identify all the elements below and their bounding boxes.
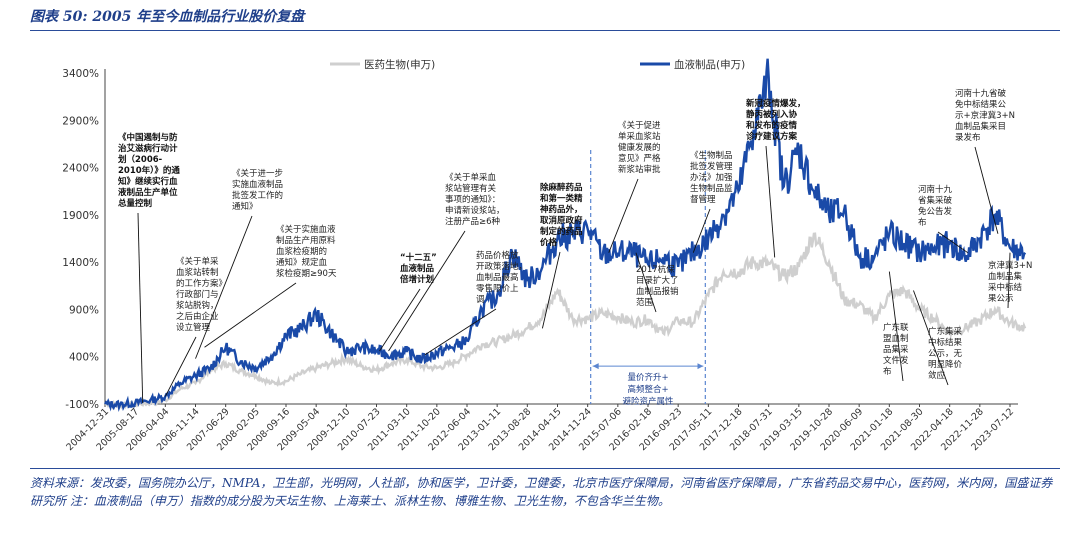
annotation-4: 《关于实施血液制品生产用原料血浆检疫期的通知》规定血浆检疫期≥90天 <box>204 224 337 348</box>
annotation-pointer <box>913 290 949 386</box>
annotation-text: 《中国遏制与防治艾滋病行动计划（2006-2010年）》的通知》继续实行血液制品… <box>118 132 180 209</box>
annotation-text: “十二五”血液制品倍增计划 <box>400 252 437 285</box>
y-tick-label: -100% <box>65 399 99 411</box>
annotation-6: “十二五”血液制品倍增计划 <box>379 252 437 352</box>
annotation-8: 除麻醉药品和第一类精神药品外，取消原政府制定的药品价格 <box>540 182 583 329</box>
annotation-pointer <box>1007 252 1011 309</box>
series-line-blood <box>103 58 1027 413</box>
period-note: 量价齐升+高频整合+避险资产属性 <box>622 372 674 407</box>
annotation-text: 广东集采中标结果公示，无明显降价敛应 <box>928 326 963 381</box>
y-tick-label: 400% <box>69 352 99 364</box>
y-tick-label: 2400% <box>62 163 99 175</box>
annotation-text: 河南十九省集采破免公告发布 <box>918 184 953 228</box>
annotation-text: 除麻醉药品和第一类精神药品外，取消原政府制定的药品价格 <box>540 182 583 248</box>
annotation-7: 药品价格放开政策落地，血制品最高零售限价上调 <box>424 250 527 356</box>
annotation-pointer <box>888 271 904 382</box>
legend-label-pharma: 医药生物(申万) <box>364 58 435 71</box>
annotation-16: 广东联盟血制品集采文件发布 <box>883 271 909 382</box>
annotation-text: 《关于单采血浆站转制的工作方案》行政部门与浆站脱钩，之后由企业设立管理 <box>176 256 227 333</box>
annotation-2: 《关于单采血浆站转制的工作方案》行政部门与浆站脱钩，之后由企业设立管理 <box>164 256 227 397</box>
annotation-11: 《生物制品批签发管理办法》加强生物制品监督管理 <box>690 150 733 253</box>
annotation-pointer <box>424 308 497 356</box>
annotation-pointer <box>541 251 561 329</box>
annotation-3: 《关于进一步实施血液制品批签发工作的通知》 <box>195 168 283 359</box>
y-tick-label: 1400% <box>62 257 99 269</box>
annotation-text: 新冠疫情爆发，静丙被列入协和发布的疫情诊疗建议方案 <box>746 98 806 142</box>
annotation-pointer <box>164 336 197 397</box>
annotation-pointer <box>692 208 711 253</box>
annotation-pointer <box>379 288 421 352</box>
annotation-10: 2017杭保目录扩大了血制品报销范围 <box>635 252 679 313</box>
annotation-9: 《关于促进单采血浆站健康发展的意见》严格新浆站审批 <box>608 120 661 253</box>
annotation-text: 《关于进一步实施血液制品批签发工作的通知》 <box>232 168 283 212</box>
annotation-text: 河南十九省破免中标结果公示+京津冀3+N 血制品集采目录发布 <box>955 88 1015 143</box>
annotation-15: 京津冀3+N 血制品集采中标结果公示 <box>988 252 1032 309</box>
annotation-pointer <box>137 212 144 404</box>
annotation-text: 《关于促进单采血浆站健康发展的意见》严格新浆站审批 <box>618 120 661 175</box>
annotation-pointer <box>204 282 297 348</box>
annotation-1: 《中国遏制与防治艾滋病行动计划（2006-2010年）》的通知》继续实行血液制品… <box>118 132 180 404</box>
annotation-pointer <box>608 178 639 253</box>
annotation-text: 京津冀3+N 血制品集采中标结果公示 <box>988 260 1032 304</box>
annotation-12: 新冠疫情爆发，静丙被列入协和发布的疫情诊疗建议方案 <box>746 98 806 258</box>
annotation-pointer <box>388 230 466 352</box>
y-tick-label: 900% <box>69 304 99 316</box>
annotation-text: 广东联盟血制品集采文件发布 <box>883 322 909 377</box>
annotation-text: 2017杭保目录扩大了血制品报销范围 <box>636 264 679 308</box>
annotation-text: 《生物制品批签发管理办法》加强生物制品监督管理 <box>690 150 733 205</box>
annotation-14: 河南十九省集采破免公告发布 <box>918 184 969 254</box>
legend-label-blood: 血液制品(申万) <box>674 58 745 71</box>
source-note: 资料来源：发改委，国务院办公厅，NMPA，卫生部，光明网，人社部，协和医学，卫计… <box>30 476 1053 508</box>
annotation-5: 《关于单采血浆站管理有关事项的通知》：申请新设浆站，注册产品≥6种 <box>388 172 505 352</box>
annotation-text: 药品价格放开政策落地，血制品最高零售限价上调 <box>476 250 527 305</box>
annotation-pointer <box>195 215 253 359</box>
series-line-pharma <box>104 232 1027 410</box>
annotation-pointer <box>635 252 657 313</box>
annotation-13: 河南十九省破免中标结果公示+京津冀3+N 血制品集采目录发布 <box>955 88 1015 234</box>
bottom-rule <box>30 468 1060 469</box>
annotation-pointer <box>974 146 999 234</box>
figure-title: 图表 50: 2005 年至今血制品行业股价复盘 <box>30 9 305 25</box>
stock-chart: 3400% 2900% 2400% 1900% 1400% 900% 400% -100% 20… <box>62 58 1032 453</box>
annotation-text: 《关于单采血浆站管理有关事项的通知》：申请新设浆站，注册产品≥6种 <box>445 172 505 227</box>
annotation-pointer <box>765 145 776 258</box>
annotation-pointer <box>937 231 969 254</box>
y-tick-label: 1900% <box>62 210 99 222</box>
y-tick-label: 2900% <box>62 115 99 127</box>
top-rule <box>30 30 1060 31</box>
annotation-text: 《关于实施血液制品生产用原料血浆检疫期的通知》规定血浆检疫期≥90天 <box>276 224 337 279</box>
annotation-17: 广东集采中标结果公示，无明显降价敛应 <box>913 290 963 386</box>
y-tick-label: 3400% <box>62 68 99 80</box>
